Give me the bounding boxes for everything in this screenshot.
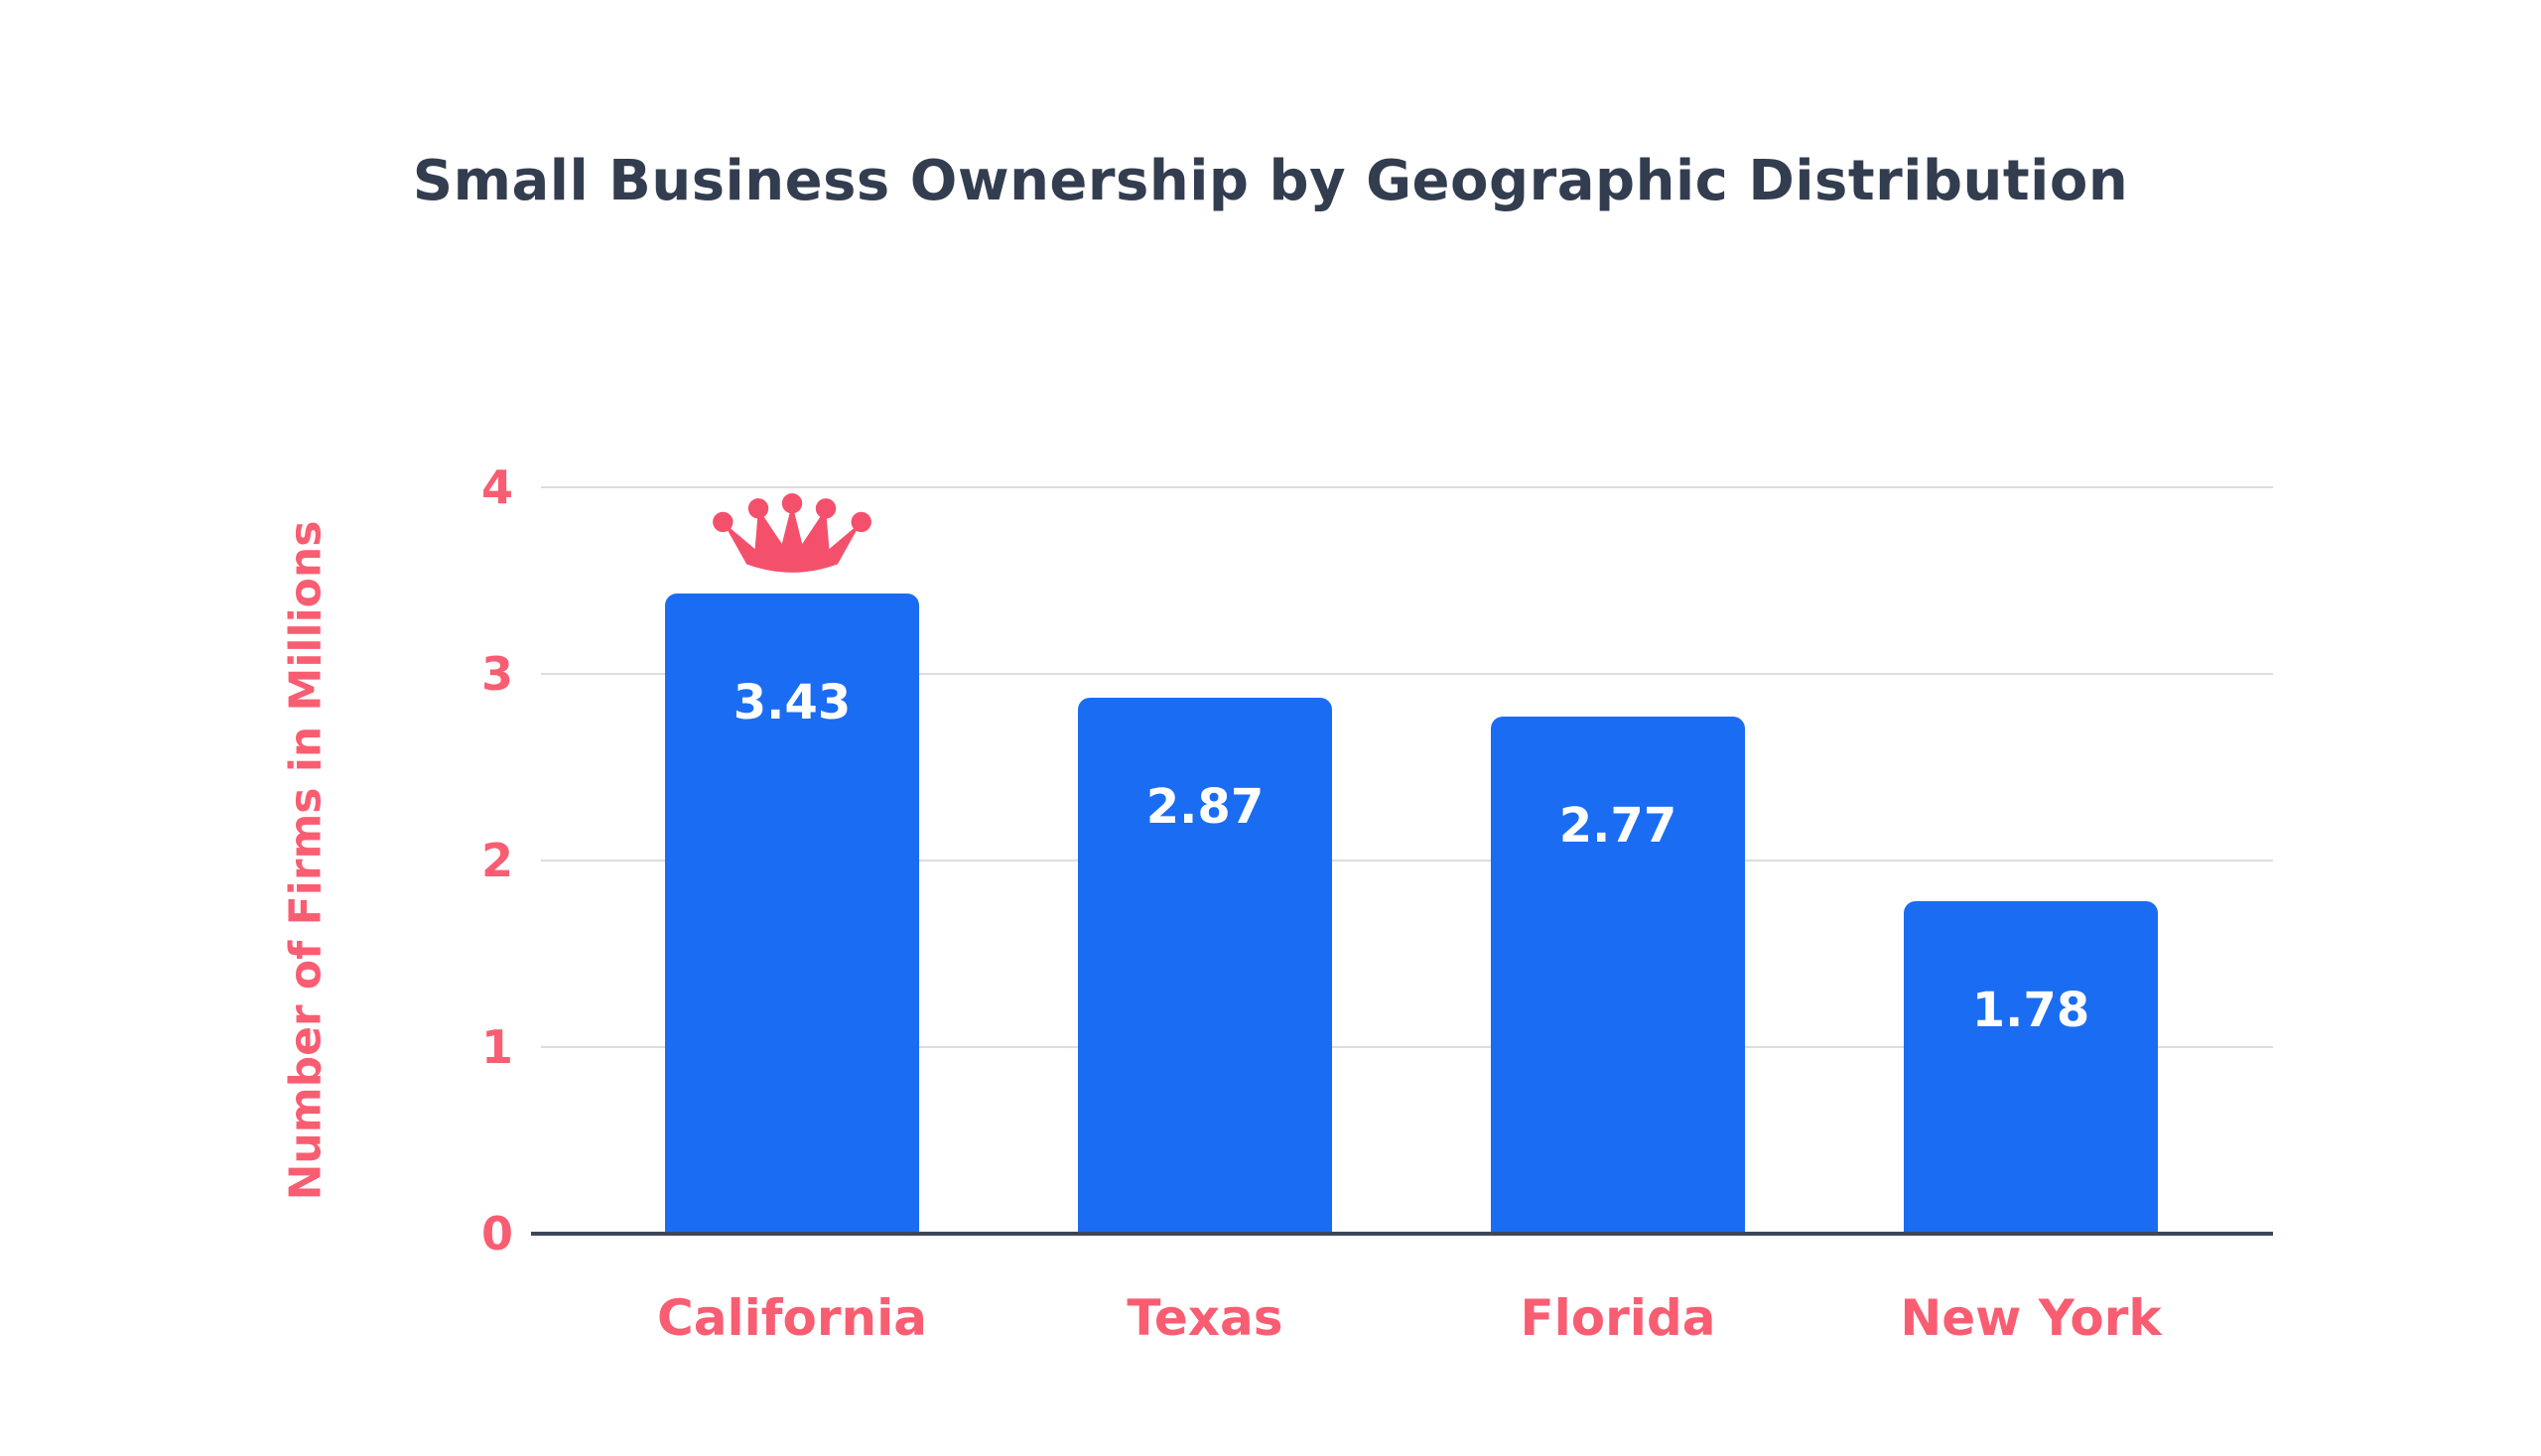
bar-california: 3.43 <box>665 594 919 1234</box>
chart-title: Small Business Ownership by Geographic D… <box>412 149 2129 213</box>
crown-icon <box>713 493 871 574</box>
x-axis-line <box>531 1232 2273 1236</box>
bar-value-label: 2.87 <box>1145 779 1265 836</box>
bar-texas: 2.87 <box>1078 698 1332 1234</box>
y-tick-label: 2 <box>480 834 513 887</box>
x-tick-label: New York <box>1900 1289 2162 1347</box>
y-gridline <box>541 673 2273 675</box>
bar-value-label: 2.77 <box>1558 798 1677 855</box>
y-tick-label: 0 <box>480 1207 513 1260</box>
y-tick-label: 1 <box>480 1020 513 1074</box>
x-tick-label: California <box>657 1289 927 1347</box>
y-tick-label: 4 <box>480 461 513 514</box>
y-gridline <box>541 1046 2273 1048</box>
bar-value-label: 1.78 <box>1971 983 2090 1039</box>
y-gridline <box>541 486 2273 488</box>
y-gridline <box>541 860 2273 861</box>
bar-value-label: 3.43 <box>733 675 852 731</box>
bar-florida: 2.77 <box>1491 717 1745 1234</box>
bar-new-york: 1.78 <box>1904 901 2158 1234</box>
y-tick-label: 3 <box>480 647 513 701</box>
x-tick-label: Texas <box>1127 1289 1283 1347</box>
x-tick-label: Florida <box>1520 1289 1716 1347</box>
y-axis-title: Number of Firms in Millions <box>280 520 332 1201</box>
